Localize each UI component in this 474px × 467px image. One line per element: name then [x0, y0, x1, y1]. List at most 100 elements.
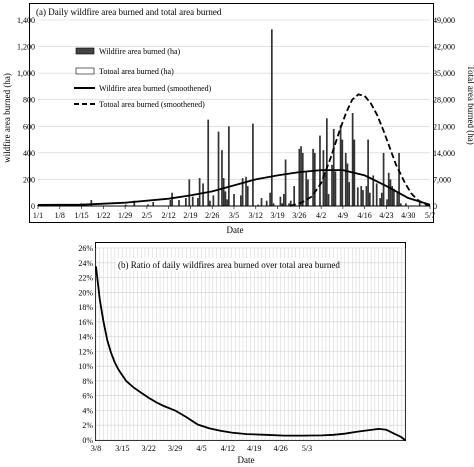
- panel-b-x-label: Date: [238, 455, 255, 465]
- wildfire-area-bar: [375, 183, 378, 206]
- wildfire-area-bar: [391, 186, 394, 206]
- wildfire-area-bar: [90, 200, 93, 206]
- panel-a-left-tick-label: 800: [23, 96, 35, 105]
- panel-a-x-tick-label: 2/26: [205, 211, 219, 220]
- legend-swatch-total-bar: [75, 67, 95, 75]
- wildfire-area-bar: [188, 179, 191, 206]
- wildfire-area-bar: [241, 178, 244, 206]
- panel-b-y-tick-label: 18%: [78, 303, 93, 312]
- panel-b-title-backdrop: [116, 258, 334, 271]
- panel-a-x-tick-label: 2/5: [142, 211, 152, 220]
- panel-b-x-tick-label: 5/3: [302, 444, 312, 453]
- panel-a: 0 200 400 600 800 1,000 1,200 1,400 0 7,000 14,00…: [2, 3, 474, 235]
- panel-a-x-tick-label: 1/8: [55, 211, 65, 220]
- panel-b-x-tick-label: 3/22: [142, 444, 156, 453]
- panel-b-y-tick-label: 26%: [78, 244, 93, 253]
- wildfire-area-bar: [288, 203, 290, 206]
- wildfire-area-bar: [360, 186, 363, 206]
- wildfire-area-bar: [305, 171, 308, 206]
- wildfire-area-bar: [246, 186, 249, 206]
- wildfire-area-bar: [386, 199, 388, 206]
- wildfire-area-bar: [367, 139, 369, 206]
- panel-b-title: (b) Ratio of daily wildfires area burned…: [118, 260, 340, 270]
- wildfire-area-bar: [298, 148, 301, 206]
- wildfire-area-bar: [227, 126, 230, 206]
- wildfire-area-bar: [283, 194, 285, 206]
- panel-a-smoothed-lines: [37, 93, 431, 207]
- wildfire-area-bar: [240, 195, 242, 206]
- wildfire-area-bar: [270, 29, 273, 206]
- wildfire-area-bar: [341, 139, 344, 206]
- panel-a-x-tick-label: 4/23: [379, 211, 393, 220]
- wildfire-area-bar: [226, 199, 228, 206]
- panel-b-x-tick-label: 3/8: [91, 444, 101, 453]
- wildfire-area-bar: [327, 194, 330, 206]
- panel-a-title: (a) Daily wildfire area burned and total…: [36, 7, 222, 17]
- legend-label-total-smooth: Totoal area burned (smoothened): [99, 100, 205, 109]
- wildfire-area-bar: [362, 190, 364, 206]
- panel-a-right-tick-label: 14,000: [433, 149, 455, 158]
- wildfire-area-bar: [301, 152, 304, 206]
- wildfire-area-bar: [339, 124, 342, 206]
- wildfire-area-bar: [365, 186, 368, 206]
- wildfire-area-bar: [368, 192, 371, 206]
- panel-b-y-tick-label: 20%: [78, 288, 93, 297]
- panel-a-right-tick-label: 49,000: [433, 16, 455, 25]
- panel-b-y-tick-label: 24%: [78, 259, 93, 268]
- panel-a-x-ticks: 1/1 1/8 1/15 1/22 1/29 2/5 2/12 2/19 2/26 3/5 3/12…: [33, 206, 435, 220]
- panel-a-x-label: Date: [227, 225, 244, 235]
- wildfire-area-bar: [233, 194, 235, 206]
- wildfire-area-bar: [222, 178, 225, 206]
- wildfire-area-bar: [185, 198, 187, 206]
- wildfire-area-bar: [372, 175, 375, 206]
- wildfire-area-bar: [356, 187, 359, 206]
- wildfire-area-bar: [152, 202, 155, 206]
- panel-b-y-tick-label: 0%: [82, 436, 93, 445]
- wildfire-area-bar: [178, 200, 180, 206]
- wildfire-area-bar: [289, 200, 292, 206]
- legend-label-wildfire-bar: Wildfire area burned (ha): [99, 47, 181, 56]
- panel-a-x-tick-label: 3/12: [249, 211, 263, 220]
- panel-b-y-tick-label: 10%: [78, 362, 93, 371]
- panel-a-frame: [29, 3, 434, 223]
- wildfire-area-bar: [389, 179, 392, 206]
- panel-b-x-tick-label: 3/29: [168, 444, 182, 453]
- panel-b: 0% 2% 4% 6% 8% 10% 12% 14% 16% 18% 20% 22% 24% 26% 3/…: [78, 242, 406, 465]
- panel-a-right-ticks: 0 7,000 14,000 21,000 28,000 35,000 42,000 49,0…: [433, 16, 455, 211]
- panel-a-right-tick-label: 21,000: [433, 122, 455, 131]
- wildfire-area-bar: [405, 203, 407, 206]
- wildfire-area-bar: [265, 200, 268, 206]
- wildfire-area-bar: [344, 152, 347, 206]
- wildfire-area-bar: [260, 198, 263, 206]
- panel-a-left-tick-label: 1,400: [17, 16, 35, 25]
- wildfire-area-bar: [418, 202, 421, 206]
- wildfire-area-bar: [124, 204, 127, 206]
- panel-b-y-tick-label: 12%: [78, 347, 93, 356]
- wildfire-area-bar: [284, 159, 287, 206]
- wildfire-area-bar: [257, 204, 259, 206]
- wildfire-area-bar: [281, 203, 283, 206]
- legend-label-wildfire-smooth: Wildfire area burned (smoothened): [99, 84, 212, 93]
- wildfire-area-bar: [133, 200, 136, 206]
- wildfire-area-bar: [398, 152, 400, 206]
- wildfire-area-bar: [212, 195, 215, 206]
- panel-a-gridlines: [38, 19, 430, 180]
- legend-swatch-wildfire-bar: [75, 47, 95, 55]
- panel-a-x-tick-label: 1/29: [118, 211, 132, 220]
- panel-b-gridlines: [95, 247, 406, 441]
- wildfire-area-bar: [307, 179, 309, 206]
- panel-b-y-tick-label: 2%: [82, 421, 93, 430]
- wildfire-area-bar: [312, 148, 314, 206]
- wildfire-area-bar: [346, 163, 349, 206]
- panel-b-x-tick-label: 4/19: [247, 444, 261, 453]
- wildfire-area-bar: [245, 176, 247, 206]
- panel-a-left-y-label: wildfire area burned (ha): [2, 73, 12, 163]
- panel-a-left-tick-label: 1,000: [17, 69, 35, 78]
- panel-a-x-tick-label: 3/26: [292, 211, 306, 220]
- panel-a-x-tick-label: 2/19: [183, 211, 197, 220]
- panel-a-x-tick-label: 1/22: [96, 211, 110, 220]
- wildfire-area-bar: [379, 198, 381, 206]
- wildfire-area-bar: [382, 152, 385, 206]
- panel-a-x-tick-label: 4/2: [316, 211, 326, 220]
